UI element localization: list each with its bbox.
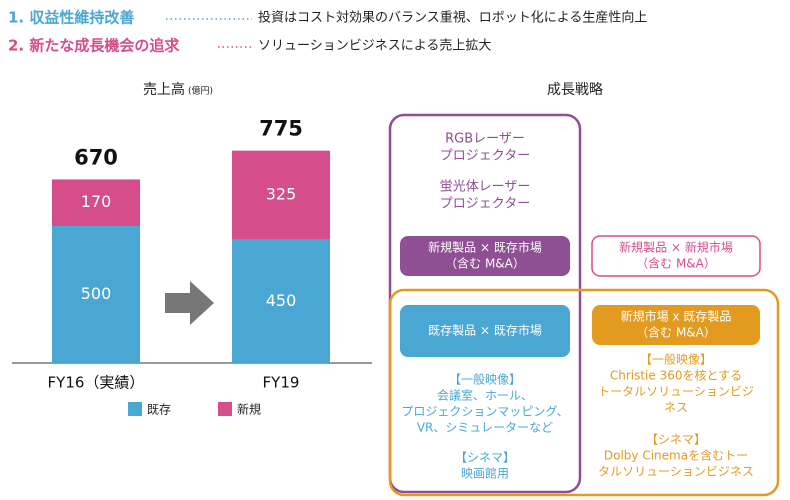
strategy-text: プロジェクター bbox=[440, 149, 530, 164]
legend-swatch bbox=[218, 402, 232, 416]
box bbox=[592, 305, 760, 345]
header-text: 投資はコスト対効果のバランス重視、ロボット化による生産性向上 bbox=[258, 10, 647, 26]
note: 【一般映像】 bbox=[449, 372, 521, 387]
note: Christie 360を核とする bbox=[610, 369, 742, 383]
note: 【シネマ】 bbox=[455, 451, 515, 465]
note: タルソリューションビジネス bbox=[598, 465, 754, 479]
strategy-text: （含む M&A） bbox=[636, 325, 716, 340]
header-label: 2. 新たな成長機会の追求 bbox=[8, 37, 180, 55]
note: Dolby Cinemaを含むトー bbox=[604, 448, 748, 463]
strategy-text: （含む M&A） bbox=[636, 256, 716, 271]
chart-title: 売上高 bbox=[143, 81, 185, 98]
note: プロジェクションマッピング、 bbox=[401, 405, 568, 419]
bar bbox=[52, 226, 140, 363]
value-label: 325 bbox=[266, 185, 297, 204]
strategy-text: 新規市場 x 既存製品 bbox=[621, 309, 732, 324]
total-label: 670 bbox=[74, 145, 118, 169]
note: 映画館用 bbox=[461, 466, 509, 481]
note: 会議室、ホール、 bbox=[437, 388, 533, 403]
box bbox=[400, 305, 570, 357]
x-tick-label: FY19 bbox=[263, 374, 300, 392]
chart-unit: (億円) bbox=[188, 85, 213, 97]
note: トータルソリューションビジ bbox=[598, 385, 754, 399]
box bbox=[400, 236, 570, 276]
value-label: 170 bbox=[81, 192, 112, 211]
box bbox=[591, 235, 761, 277]
bar bbox=[52, 179, 140, 226]
market-frame bbox=[388, 288, 780, 497]
legend-label: 既存 bbox=[147, 403, 171, 417]
strategy-text: （含む M&A） bbox=[445, 256, 525, 271]
note: ネス bbox=[664, 401, 688, 415]
legend-label: 新規 bbox=[237, 402, 261, 417]
legend-swatch bbox=[128, 402, 142, 416]
strategy-text: 新規製品 × 新規市場 bbox=[619, 240, 733, 255]
strategy-text: RGBレーザー bbox=[445, 132, 525, 147]
chart: 500 170 670 FY16（実績） 450 325 775 FY19 既存 新規 bbox=[48, 117, 330, 417]
note: 【一般映像】 bbox=[640, 352, 712, 367]
note: VR、シミュレーターなど bbox=[417, 421, 553, 435]
header-text: ソリューションビジネスによる売上拡大 bbox=[258, 38, 491, 54]
strategy-text: プロジェクター bbox=[440, 197, 530, 212]
strategy-text: 新規製品 × 既存市場 bbox=[428, 240, 542, 255]
note: 【シネマ】 bbox=[646, 433, 706, 447]
strategy-title: 成長戦略 bbox=[547, 82, 603, 98]
value-label: 450 bbox=[266, 291, 297, 310]
existing-frame bbox=[388, 113, 582, 494]
bar bbox=[232, 239, 330, 363]
arrow bbox=[165, 281, 214, 325]
strategy-text: 既存製品 × 既存市場 bbox=[428, 323, 542, 338]
x-tick-label: FY16（実績） bbox=[48, 374, 145, 392]
total-label: 775 bbox=[259, 117, 303, 141]
value-label: 500 bbox=[81, 284, 112, 303]
header-label: 1. 収益性維持改善 bbox=[8, 9, 134, 27]
strategy-text: 蛍光体レーザー bbox=[440, 180, 531, 195]
bar bbox=[232, 150, 330, 240]
